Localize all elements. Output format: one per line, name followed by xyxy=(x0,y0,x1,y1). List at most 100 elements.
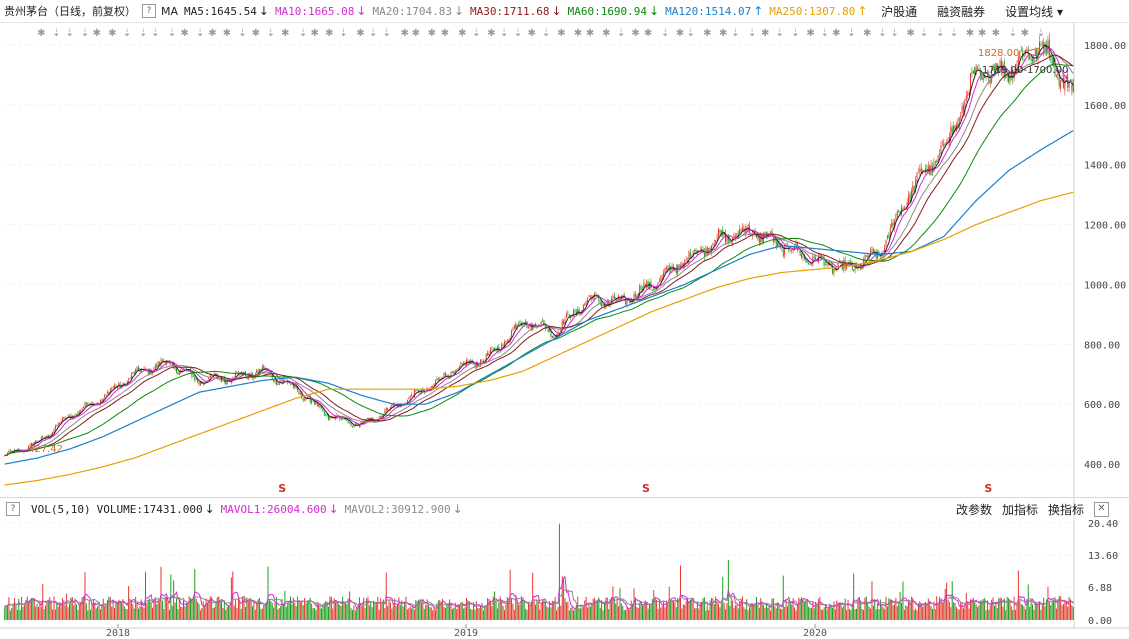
signal-star-icon: ✱ xyxy=(528,28,536,39)
volume-bar xyxy=(670,599,672,620)
menu-ma-settings[interactable]: 设置均线 ▾ xyxy=(1005,4,1063,19)
volume-bar xyxy=(353,605,355,620)
volume-bar xyxy=(23,604,25,620)
candle-body xyxy=(450,372,452,378)
candle-body xyxy=(213,373,215,376)
candle-body xyxy=(506,340,508,342)
candle-body xyxy=(1034,50,1036,56)
volume-bar xyxy=(737,608,739,620)
candle-body xyxy=(63,417,65,419)
candle-body xyxy=(977,68,979,70)
signal-star-icon: ⇣ xyxy=(339,28,347,39)
volume-bar xyxy=(847,599,849,620)
volume-bar xyxy=(329,596,331,620)
candle-body xyxy=(888,235,890,238)
volume-bar xyxy=(758,607,760,620)
volume-bar xyxy=(619,588,621,620)
volume-bar xyxy=(647,608,649,620)
volume-bar xyxy=(190,598,192,620)
volume-bar xyxy=(4,606,6,620)
volume-bar xyxy=(779,608,781,620)
volume-bar xyxy=(733,607,735,620)
candle-body xyxy=(779,246,781,248)
menu-hk-connect[interactable]: 沪股通 xyxy=(881,4,918,19)
y-tick-label: 600.00 xyxy=(1084,400,1120,411)
candle-body xyxy=(83,406,85,409)
volume-bar xyxy=(512,603,514,620)
add-indicator-button[interactable]: 加指标 xyxy=(1001,502,1038,517)
volume-bar xyxy=(988,609,990,620)
arrow-down-icon: ↓ xyxy=(453,4,465,18)
candle-body xyxy=(965,95,967,100)
volume-bar xyxy=(94,602,96,620)
volume-bar xyxy=(1002,606,1004,620)
signal-star-icon: ✱ xyxy=(992,28,1000,39)
volume-bar xyxy=(436,603,438,620)
candle-body xyxy=(76,414,77,416)
volume-bar xyxy=(833,601,835,620)
candle-body xyxy=(784,246,786,255)
menu-margin[interactable]: 融资融券 xyxy=(937,4,986,19)
volume-bar xyxy=(316,601,318,620)
candle-body xyxy=(646,281,648,287)
volume-bar xyxy=(782,575,784,620)
volume-bar xyxy=(149,598,151,620)
candle-body xyxy=(518,323,520,325)
candle-body xyxy=(720,230,722,235)
volume-bar xyxy=(125,608,127,620)
candle-body xyxy=(166,361,168,364)
volume-bar xyxy=(827,607,829,620)
volume-bar xyxy=(137,608,139,620)
candle-body xyxy=(257,370,259,374)
volume-bar xyxy=(658,600,660,620)
volume-bar xyxy=(934,609,936,620)
arrow-down-icon: ↓ xyxy=(356,4,367,18)
candle-body xyxy=(947,139,949,143)
volume-bar xyxy=(778,604,780,620)
volume-bar xyxy=(981,600,983,620)
volume-bar xyxy=(1006,596,1008,620)
volume-bar xyxy=(520,596,522,620)
volume-bar xyxy=(632,603,634,620)
candle-body xyxy=(502,344,504,347)
candle-body xyxy=(954,125,956,130)
volume-bar xyxy=(206,603,208,620)
candle-body xyxy=(161,360,163,362)
volume-bar xyxy=(774,605,776,620)
vol-help-button[interactable]: ? xyxy=(6,502,20,516)
volume-bar xyxy=(809,607,811,620)
volume-bar xyxy=(950,607,952,620)
volume-bar xyxy=(601,600,603,620)
volume-bar xyxy=(709,600,711,620)
volume-bar xyxy=(998,598,1000,620)
volume-bar xyxy=(419,598,421,620)
mavol2-value: MAVOL2:30912.900 xyxy=(344,502,451,516)
candle-body xyxy=(350,422,352,427)
volume-bar xyxy=(204,604,206,620)
volume-bar xyxy=(339,604,341,620)
volume-bar xyxy=(451,609,453,620)
volume-bar xyxy=(61,598,63,620)
candle-body xyxy=(406,400,408,405)
switch-indicator-button[interactable]: 换指标 xyxy=(1047,502,1084,517)
volume-bar xyxy=(916,610,918,620)
candle-body xyxy=(936,160,938,163)
candle-body xyxy=(916,173,918,183)
edit-params-button[interactable]: 改参数 xyxy=(955,502,992,517)
volume-bar xyxy=(145,571,146,620)
volume-bar xyxy=(126,609,128,620)
help-button[interactable]: ? xyxy=(142,4,156,18)
candle-body xyxy=(146,370,148,372)
signal-star-icon: ⇣ xyxy=(661,28,669,39)
candle-body xyxy=(453,372,455,374)
volume-bar xyxy=(205,598,207,620)
candle-body xyxy=(102,398,104,402)
volume-bar xyxy=(102,598,104,620)
candle-body xyxy=(573,310,574,316)
volume-bar xyxy=(796,604,798,620)
vol-tick-label: 0.00 xyxy=(1088,616,1112,627)
candle-body xyxy=(575,311,577,315)
volume-bar xyxy=(864,597,866,620)
close-icon[interactable]: ✕ xyxy=(1094,501,1109,517)
